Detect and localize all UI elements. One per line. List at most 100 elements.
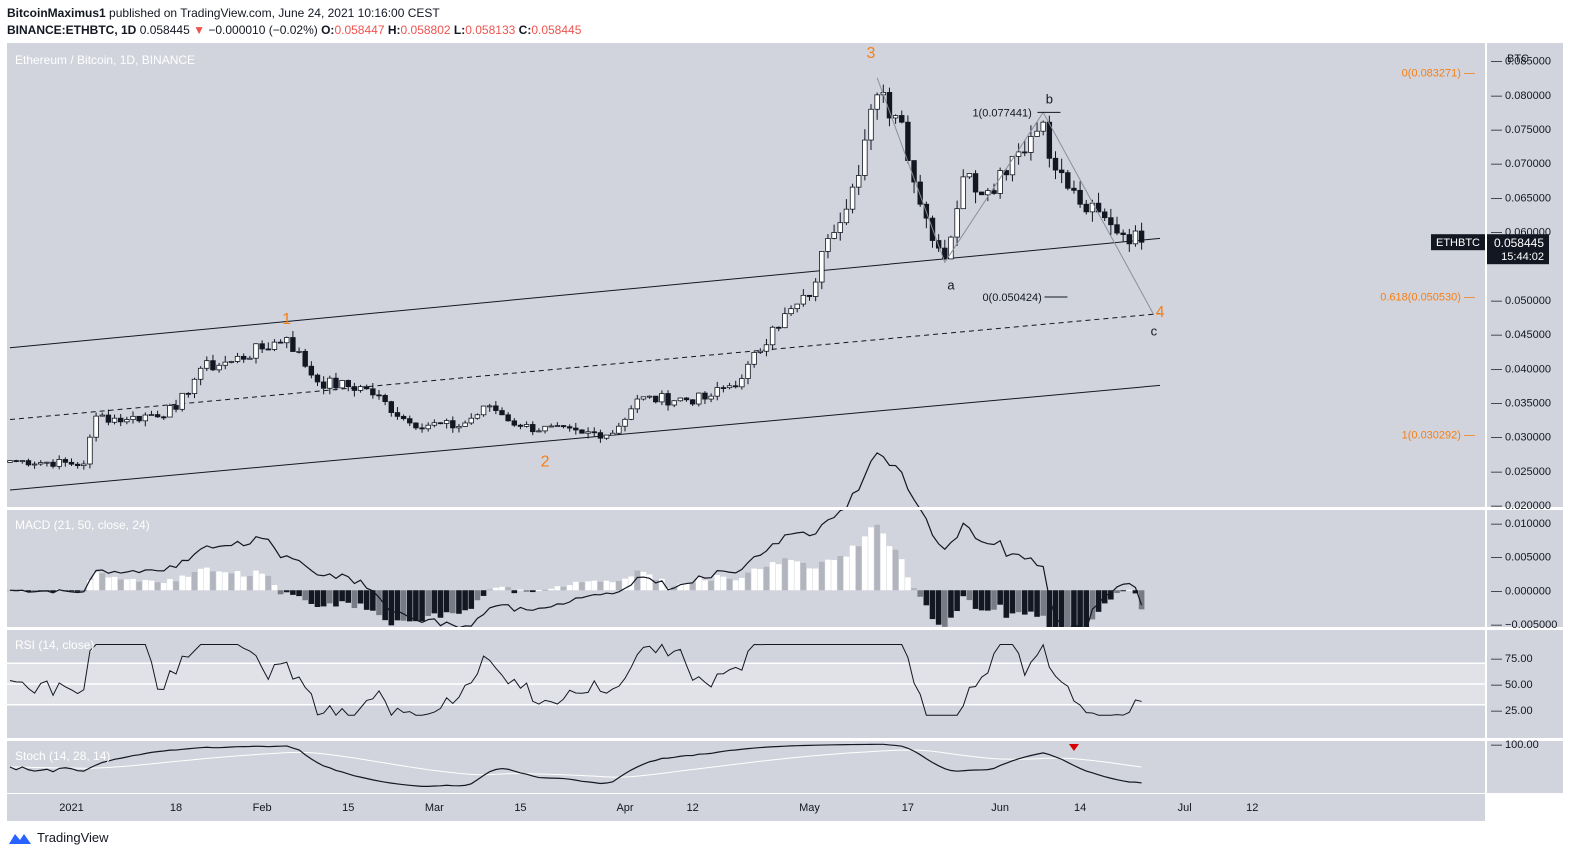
candle-up	[7, 460, 13, 463]
price-tick-9: — 0.035000	[1491, 397, 1551, 409]
close-value: 0.058445	[531, 23, 582, 37]
macd-hist-bar	[1132, 590, 1139, 594]
price-tick-12: — 0.020000	[1491, 500, 1551, 512]
macd-hist-bar	[302, 590, 308, 601]
macd-hist-bar	[886, 546, 893, 591]
candle-up	[843, 208, 850, 224]
rsi-tick-1: — 50.00	[1491, 679, 1533, 691]
candle-up	[19, 460, 25, 462]
candle-down	[407, 418, 413, 424]
macd-hist-bar	[529, 590, 536, 593]
candle-down	[382, 395, 388, 403]
macd-hist-bar	[468, 590, 475, 609]
candle-up	[56, 459, 62, 467]
candle-up	[892, 115, 899, 119]
time-tick-9: 17	[902, 802, 914, 814]
candle-up	[739, 378, 745, 388]
candle-down	[979, 191, 985, 196]
macd-hist-bar	[585, 581, 591, 591]
price-tick-6: — 0.050000	[1491, 295, 1551, 307]
macd-hist-bar	[191, 572, 198, 591]
candle-up	[1132, 230, 1139, 245]
candle-up	[474, 414, 481, 419]
open-label: O:	[321, 23, 335, 37]
candle-down	[886, 92, 893, 119]
macd-hist-bar	[689, 583, 696, 591]
macd-hist-bar	[1052, 590, 1059, 657]
macd-hist-bar	[437, 590, 444, 618]
candle-up	[696, 392, 702, 405]
macd-hist-bar	[560, 586, 567, 591]
change-value: −0.000010 (−0.02%)	[208, 23, 318, 37]
macd-hist-bar	[259, 573, 265, 591]
macd-hist-bar	[812, 568, 819, 591]
candle-up	[480, 405, 487, 416]
macd-hist-bar	[874, 524, 880, 591]
chart-svg[interactable]: 1(0.077441) 0(0.050424) 0(0.083271) — 0.618…	[7, 43, 1563, 821]
rsi-title: RSI (14, close)	[15, 638, 94, 652]
last-price: 0.058445	[139, 23, 190, 37]
time-axis[interactable]	[7, 794, 1485, 821]
macd-hist-bar	[775, 564, 782, 591]
ohlc-line: BINANCE:ETHBTC, 1D 0.058445 ▼ −0.000010 …	[7, 22, 581, 39]
candle-down	[591, 431, 597, 434]
macd-tick-1: — 0.005000	[1491, 552, 1551, 564]
macd-hist-bar	[732, 580, 739, 591]
candle-up	[812, 281, 819, 297]
macd-hist-bar	[782, 558, 788, 591]
macd-hist-bar	[351, 590, 358, 609]
wave-label-2: 2	[541, 454, 550, 471]
macd-hist-bar	[597, 581, 604, 591]
macd-hist-bar	[197, 568, 204, 591]
candle-up	[708, 395, 714, 400]
price-axis[interactable]	[1487, 43, 1563, 793]
candle-up	[44, 461, 50, 464]
candle-up	[751, 352, 757, 365]
chart-area[interactable]: 1(0.077441) 0(0.050424) 0(0.083271) — 0.618…	[7, 43, 1563, 826]
candle-down	[917, 181, 923, 205]
macd-hist-bar	[443, 590, 450, 613]
macd-hist-bar	[505, 586, 511, 591]
publisher-name[interactable]: BitcoinMaximus1	[7, 6, 106, 20]
macd-hist-bar	[136, 581, 142, 591]
time-tick-5: 15	[514, 802, 526, 814]
macd-hist-bar	[105, 577, 112, 591]
candle-down	[351, 386, 358, 391]
macd-hist-bar	[431, 590, 438, 614]
candle-down	[560, 425, 567, 428]
high-label: H:	[387, 23, 401, 37]
candle-down	[413, 422, 419, 429]
macd-hist-bar	[640, 571, 647, 591]
macd-hist-bar	[1126, 589, 1133, 591]
macd-hist-bar	[788, 560, 794, 591]
stoch-layer	[9, 743, 1142, 787]
macd-hist-bar	[296, 590, 302, 597]
candle-up	[456, 425, 462, 429]
macd-hist-bar	[154, 582, 161, 591]
candle-up	[253, 343, 259, 359]
candle-down	[13, 460, 19, 462]
macd-hist-bar	[314, 590, 321, 607]
macd-hist-bar	[1077, 590, 1083, 647]
candle-up	[585, 431, 591, 434]
macd-hist-bar	[124, 579, 130, 591]
macd-hist-bar	[333, 590, 339, 607]
candle-down	[376, 394, 382, 397]
time-tick-3: 15	[342, 802, 354, 814]
candle-up	[634, 398, 640, 410]
candle-down	[259, 343, 265, 350]
candle-up	[468, 417, 474, 424]
macd-hist-bar	[622, 578, 628, 591]
price-tick-2: — 0.075000	[1491, 124, 1551, 136]
macd-hist-bar	[363, 590, 370, 610]
candle-down	[579, 429, 585, 434]
macd-hist-bar	[376, 590, 382, 616]
low-label: L:	[453, 23, 466, 37]
macd-hist-bar	[745, 572, 751, 591]
footer-brand[interactable]: TradingView	[37, 830, 109, 845]
macd-hist-bar	[954, 590, 960, 612]
candle-down	[210, 360, 216, 371]
macd-hist-bar	[523, 590, 530, 592]
price-tick-1: — 0.080000	[1491, 90, 1551, 102]
macd-hist-bar	[87, 580, 93, 591]
